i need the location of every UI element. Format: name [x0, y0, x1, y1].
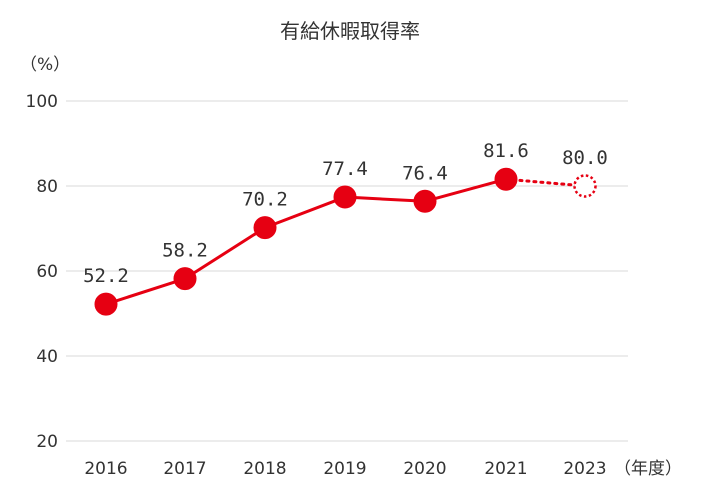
y-tick-label: 40: [36, 347, 58, 367]
data-point: [413, 189, 437, 213]
y-tick-label: 80: [36, 177, 58, 197]
y-tick-label: 100: [26, 92, 58, 112]
data-points: [94, 167, 597, 316]
y-tick-label: 60: [36, 262, 58, 282]
data-point: [253, 216, 277, 240]
data-label: 77.4: [322, 158, 368, 180]
x-axis-ticks: 2016 2017 2018 2019 2020 2021 2023: [84, 459, 606, 479]
x-tick-label: 2017: [163, 459, 206, 479]
data-point: [94, 292, 118, 316]
series-line-segment: [423, 177, 508, 203]
y-tick-label: 20: [36, 432, 58, 452]
x-tick-label: 2019: [323, 459, 366, 479]
data-label: 58.2: [162, 240, 208, 262]
data-point: [494, 167, 518, 191]
gridlines: [66, 100, 628, 442]
x-tick-label: 2023: [563, 459, 606, 479]
series-line-segment: [183, 226, 267, 281]
data-label: 70.2: [242, 189, 288, 211]
series-line-segment: [104, 277, 187, 306]
chart-title: 有給休暇取得率: [280, 19, 420, 43]
series-line: [104, 177, 587, 306]
data-point: [173, 267, 197, 291]
target-data-point: [573, 174, 597, 198]
x-tick-label: 2016: [84, 459, 127, 479]
series-line-segment-dotted: [504, 177, 587, 188]
x-tick-label: 2020: [403, 459, 446, 479]
data-labels: 52.2 58.2 70.2 77.4 76.4 81.6 80.0: [83, 140, 608, 287]
series-line-segment: [343, 195, 427, 203]
x-tick-label: 2021: [484, 459, 527, 479]
series-line-segment: [263, 195, 347, 230]
data-label: 81.6: [483, 140, 529, 162]
x-tick-label: 2018: [243, 459, 286, 479]
data-label: 80.0: [562, 147, 608, 169]
data-label: 52.2: [83, 265, 129, 287]
y-axis-ticks: 20 40 60 80 100: [26, 92, 58, 452]
x-axis-unit-label: （年度）: [614, 459, 682, 479]
y-axis-unit-label: （%）: [20, 55, 70, 75]
data-point: [333, 185, 357, 209]
data-label: 76.4: [402, 162, 448, 184]
